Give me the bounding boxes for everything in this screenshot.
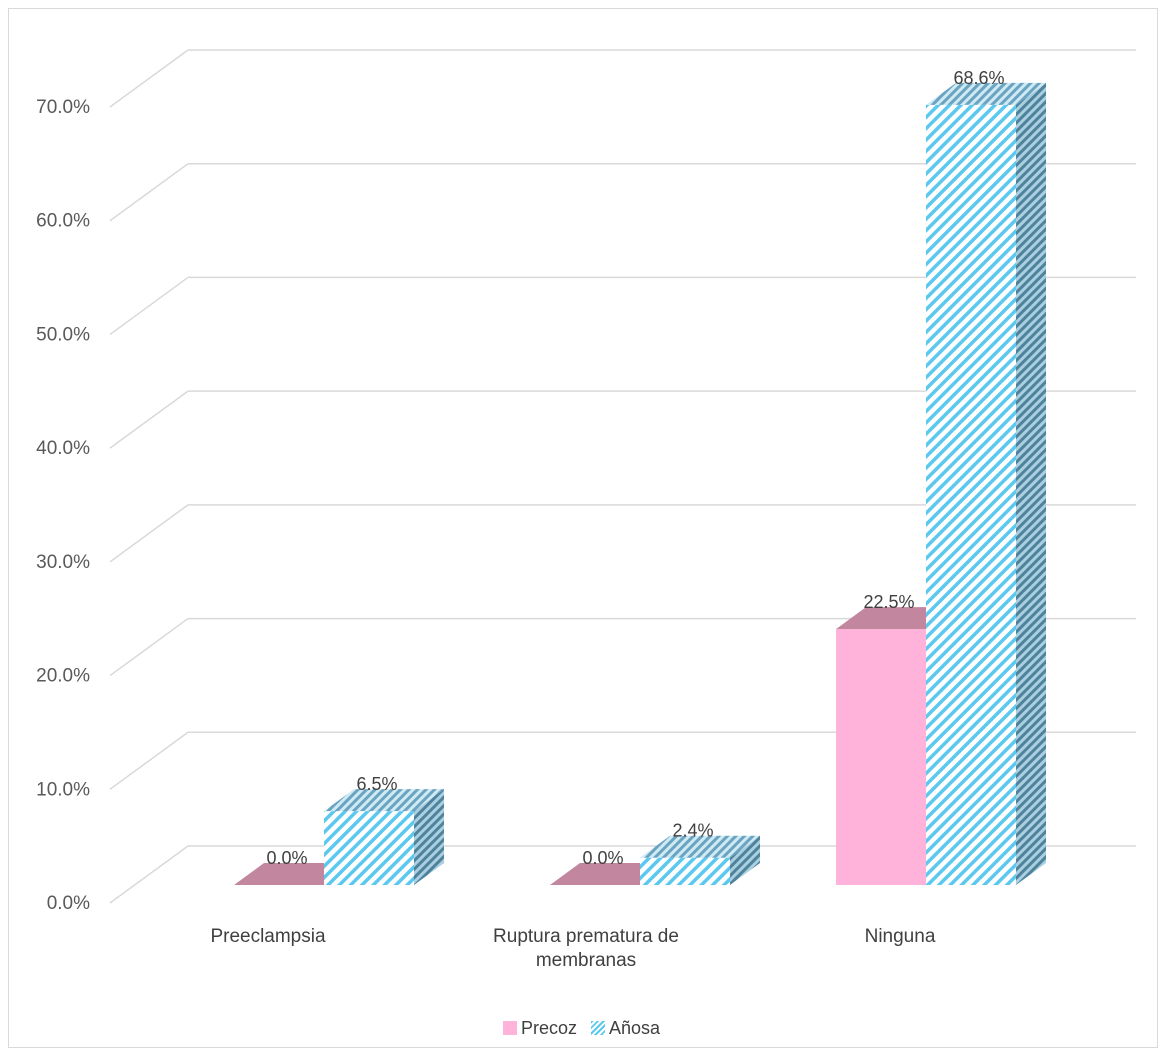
legend-item-anosa: Añosa <box>590 1017 661 1039</box>
y-tick-label: 70.0% <box>36 97 90 118</box>
bar-side <box>414 789 444 885</box>
y-tick-label: 60.0% <box>36 211 90 232</box>
category-label-line: Ruptura prematura de <box>493 926 679 947</box>
gridline-diagonal <box>109 504 189 563</box>
gridline-diagonal <box>109 617 189 677</box>
legend-swatch-precoz <box>502 1021 517 1035</box>
category-label-line: membranas <box>535 950 637 971</box>
gridline-diagonal <box>109 390 189 449</box>
gridline-diagonal <box>109 276 189 336</box>
category-label: Preeclampsia <box>138 925 398 949</box>
legend-swatch-anosa <box>590 1021 605 1035</box>
y-tick-label: 30.0% <box>36 552 90 573</box>
gridline-diagonal <box>109 49 189 108</box>
data-label: 2.4% <box>672 821 713 841</box>
data-label: 0.0% <box>582 848 623 868</box>
bar-top <box>926 82 1046 105</box>
bar-front <box>640 857 730 885</box>
bar-top <box>640 835 760 858</box>
legend-label-precoz: Precoz <box>520 1017 577 1038</box>
legend-item-precoz: Precoz <box>502 1017 577 1039</box>
y-tick-label: 40.0% <box>36 438 90 459</box>
legend-label-anosa: Añosa <box>608 1017 661 1038</box>
bar-top <box>324 789 444 812</box>
bar-side <box>730 835 760 885</box>
data-label: 68.6% <box>953 68 1004 88</box>
bar-front <box>926 104 1016 886</box>
category-label-line: Ninguna <box>864 926 936 947</box>
bar-front <box>836 629 926 885</box>
y-tick-label: 10.0% <box>36 779 90 800</box>
y-tick-label: 50.0% <box>36 324 90 345</box>
bar-side <box>1016 82 1046 886</box>
y-tick-label: 0.0% <box>47 893 90 914</box>
category-label: Ruptura prematura de membranas <box>456 925 716 973</box>
y-tick-label: 20.0% <box>36 666 90 687</box>
category-label-line: Preeclampsia <box>210 926 326 947</box>
data-label: 0.0% <box>266 848 307 868</box>
category-label: Ninguna <box>770 925 1030 949</box>
legend: Precoz Añosa <box>0 1015 1163 1041</box>
gridline-diagonal <box>109 163 189 222</box>
gridline-diagonal <box>109 845 189 904</box>
gridline-diagonal <box>109 731 189 790</box>
data-label: 22.5% <box>863 592 914 612</box>
bar-front <box>324 811 414 885</box>
data-label: 6.5% <box>356 774 397 794</box>
